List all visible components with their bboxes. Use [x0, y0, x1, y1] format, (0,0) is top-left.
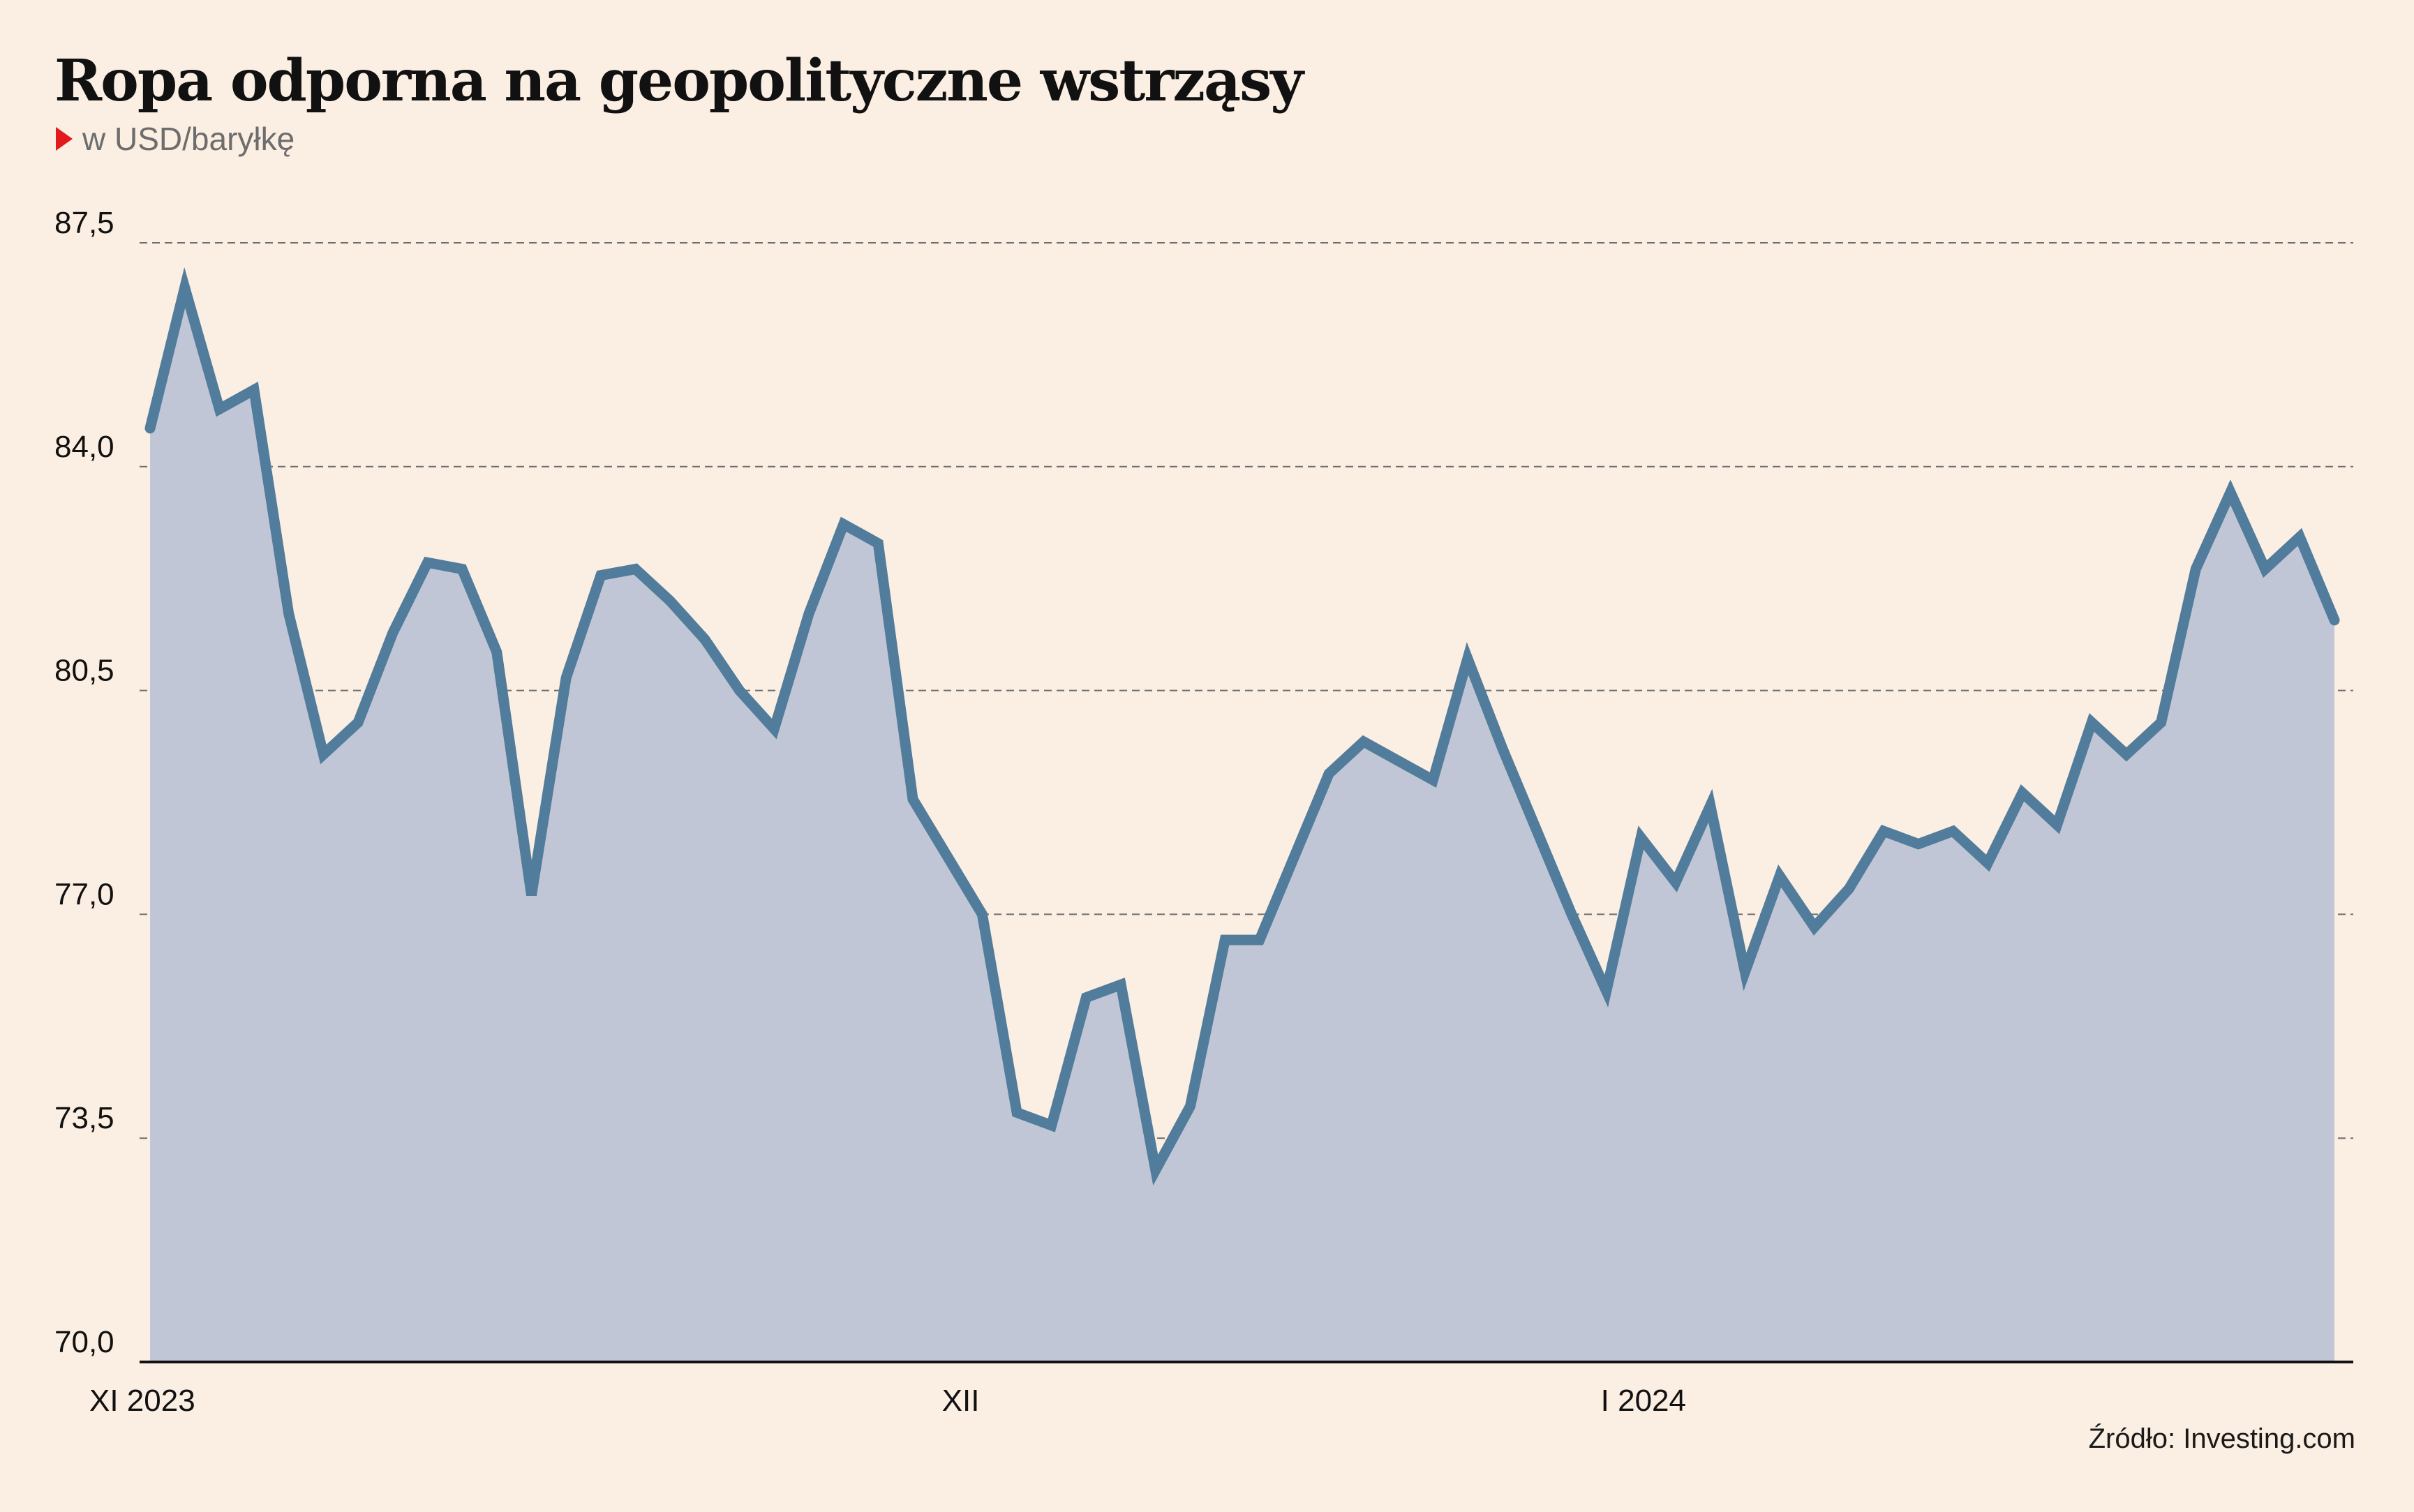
chart-title: Ropa odporna na geopolityczne wstrząsy — [54, 47, 1304, 114]
unit-label: w USD/baryłkę — [82, 121, 295, 157]
x-tick-label: XII — [942, 1384, 980, 1418]
y-tick-label: 77,0 — [54, 877, 114, 911]
chart-subtitle: w USD/baryłkę — [56, 120, 295, 158]
area-fill — [150, 287, 2334, 1363]
y-axis-labels: 70,0 73,5 77,0 80,5 84,0 87,5 — [54, 206, 114, 1359]
y-tick-label: 70,0 — [54, 1325, 114, 1359]
source-note: Źródło: Investing.com — [2088, 1423, 2355, 1454]
area-layer — [150, 287, 2334, 1363]
triangle-marker-icon — [56, 127, 73, 151]
x-tick-label: XI 2023 — [89, 1384, 195, 1418]
x-axis-labels: XI 2023 XII I 2024 — [89, 1384, 1686, 1418]
y-tick-label: 73,5 — [54, 1101, 114, 1135]
price-line — [144, 267, 2340, 1186]
y-tick-label: 87,5 — [54, 206, 114, 240]
line-layer — [144, 267, 2340, 1186]
y-tick-label: 80,5 — [54, 654, 114, 688]
y-tick-label: 84,0 — [54, 430, 114, 464]
x-tick-label: I 2024 — [1601, 1384, 1686, 1418]
